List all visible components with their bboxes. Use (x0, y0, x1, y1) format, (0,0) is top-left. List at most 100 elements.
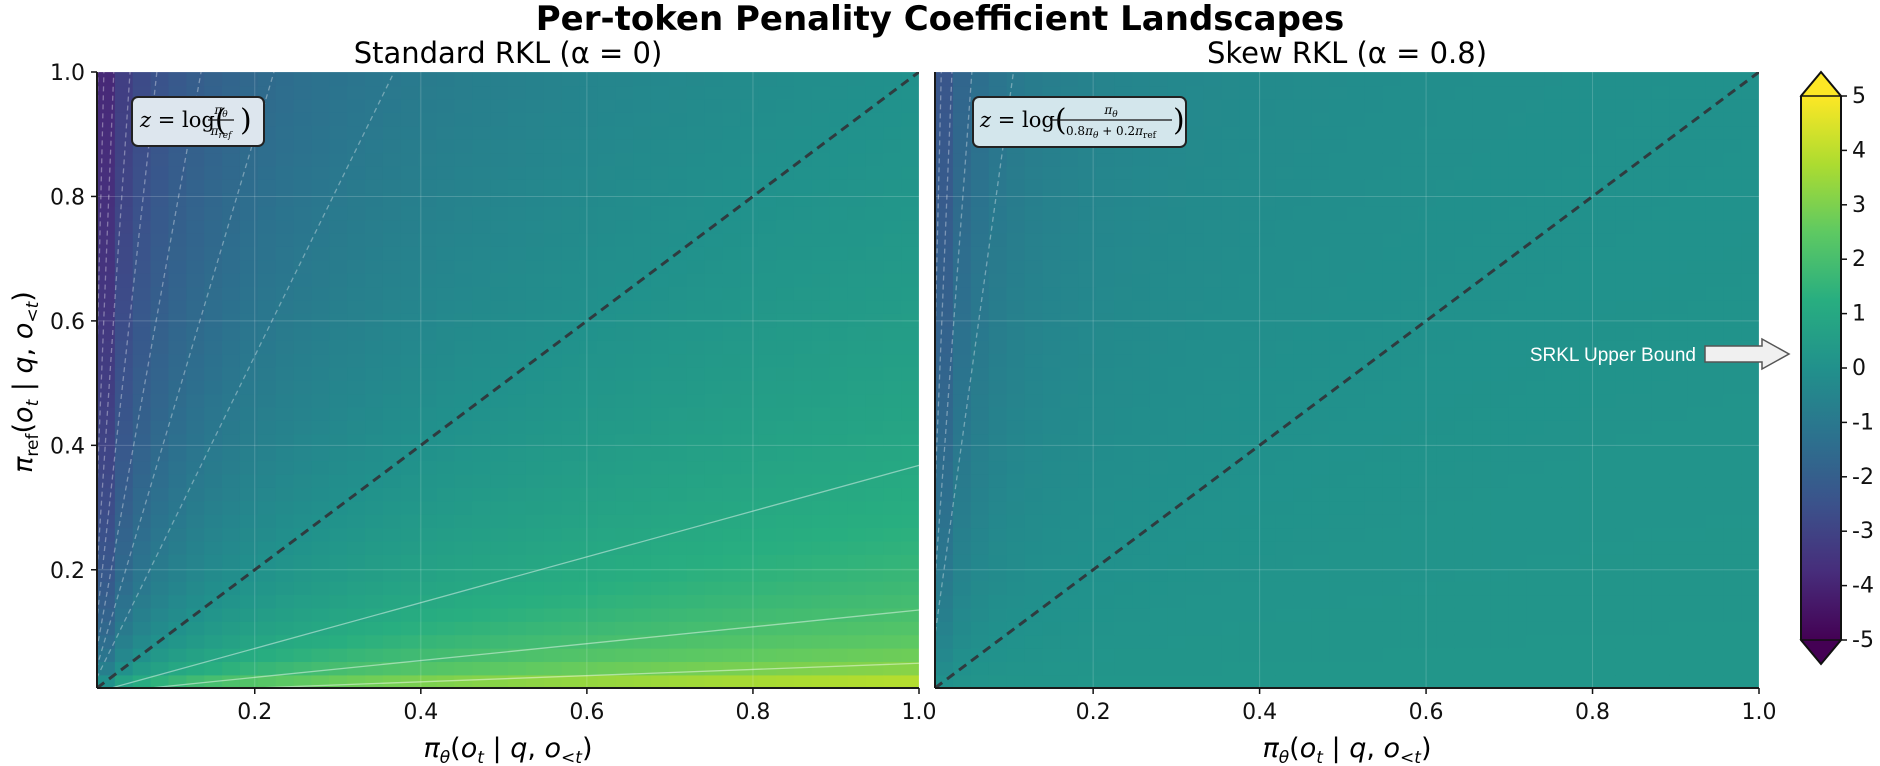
heatmap-cell (365, 219, 384, 234)
heatmap-cell (257, 634, 277, 649)
heatmap-cell (668, 152, 688, 167)
heatmap-cell (1042, 473, 1062, 488)
heatmap-cell (293, 98, 313, 113)
heatmap-cell (1472, 326, 1492, 341)
heatmap-cell (793, 259, 813, 274)
heatmap-cell (1687, 433, 1707, 448)
heatmap-cell (311, 85, 331, 100)
heatmap-cell (970, 326, 990, 341)
heatmap-cell (1508, 286, 1527, 301)
heatmap-cell (1418, 125, 1438, 140)
heatmap-cell (883, 420, 902, 435)
heatmap-cell (1311, 272, 1330, 288)
heatmap-cell (561, 580, 581, 596)
heatmap-cell (204, 527, 223, 542)
heatmap-cell (1705, 674, 1724, 688)
heatmap-cell (865, 219, 885, 234)
heatmap-cell (472, 487, 491, 502)
heatmap-cell (615, 513, 634, 529)
heatmap-cell (1490, 420, 1510, 435)
heatmap-cell (347, 366, 366, 381)
heatmap-cell (97, 460, 116, 475)
heatmap-cell (1490, 607, 1510, 622)
heatmap-cell (1436, 152, 1456, 167)
heatmap-cell (1096, 433, 1115, 448)
heatmap-cell (1364, 299, 1384, 314)
heatmap-cell (935, 299, 954, 314)
heatmap-cell (865, 192, 885, 207)
heatmap-cell (329, 152, 348, 167)
heatmap-cell (901, 192, 919, 207)
heatmap-cell (329, 607, 348, 622)
heatmap-cell (561, 500, 581, 515)
heatmap-cell (543, 621, 563, 636)
heatmap-cell (1329, 446, 1348, 462)
heatmap-cell (704, 634, 724, 649)
heatmap-cell (1741, 433, 1759, 448)
heatmap-cell (1114, 580, 1133, 596)
heatmap-cell (132, 272, 152, 288)
heatmap-cell (1544, 607, 1563, 622)
heatmap-cell (1311, 313, 1330, 328)
heatmap-cell (561, 72, 581, 87)
heatmap-cell (400, 647, 420, 663)
heatmap-cell (758, 313, 777, 328)
heatmap-cell (365, 138, 384, 154)
heatmap-cell (988, 313, 1008, 328)
heatmap-cell (97, 232, 116, 247)
heatmap-cell (865, 446, 885, 462)
heatmap-cell (1454, 313, 1474, 328)
heatmap-cell (1579, 112, 1599, 127)
heatmap-cell (1561, 540, 1581, 555)
heatmap-cell (168, 380, 188, 395)
heatmap-cell (1544, 647, 1563, 663)
heatmap-cell (525, 165, 545, 180)
heatmap-cell (97, 500, 116, 515)
heatmap-cell (883, 554, 902, 569)
heatmap-cell (525, 286, 545, 301)
heatmap-cell (1024, 567, 1044, 582)
heatmap-cell (722, 634, 742, 649)
heatmap-cell (1615, 500, 1635, 515)
heatmap-cell (1114, 219, 1133, 234)
heatmap-cell (472, 580, 491, 596)
heatmap-cell (293, 192, 313, 207)
heatmap-cell (935, 580, 954, 596)
heatmap-cell (382, 500, 402, 515)
heatmap-cell (1114, 72, 1133, 87)
y-tick-label: 1.0 (50, 61, 85, 86)
heatmap-cell (615, 353, 634, 368)
heatmap-cell (347, 138, 366, 154)
heatmap-cell (1311, 246, 1330, 261)
heatmap-cell (1526, 125, 1545, 140)
heatmap-cell (1149, 393, 1169, 408)
heatmap-cell (1705, 647, 1724, 663)
heatmap-cell (436, 513, 456, 529)
heatmap-cell (1167, 353, 1187, 368)
heatmap-cell (633, 165, 652, 180)
heatmap-cell (472, 406, 491, 421)
heatmap-cell (1257, 380, 1277, 395)
heatmap-cell (1544, 460, 1563, 475)
heatmap-cell (1669, 299, 1689, 314)
heatmap-cell (186, 219, 206, 234)
heatmap-cell (1329, 393, 1348, 408)
heatmap-cell (1490, 205, 1510, 221)
heatmap-cell (150, 460, 170, 475)
heatmap-cell (1185, 607, 1205, 622)
heatmap-cell (1060, 500, 1080, 515)
heatmap-cell (901, 313, 919, 328)
heatmap-cell (1329, 353, 1348, 368)
heatmap-cell (186, 647, 206, 663)
heatmap-cell (257, 259, 277, 274)
heatmap-cell (1418, 460, 1438, 475)
heatmap-cell (1239, 406, 1259, 421)
heatmap-cell (1364, 393, 1384, 408)
heatmap-cell (1651, 540, 1671, 555)
heatmap-cell (865, 380, 885, 395)
heatmap-cell (1347, 353, 1366, 368)
heatmap-cell (472, 98, 491, 113)
heatmap-cell (275, 366, 295, 381)
heatmap-cell (615, 433, 634, 448)
heatmap-cell (901, 580, 919, 596)
